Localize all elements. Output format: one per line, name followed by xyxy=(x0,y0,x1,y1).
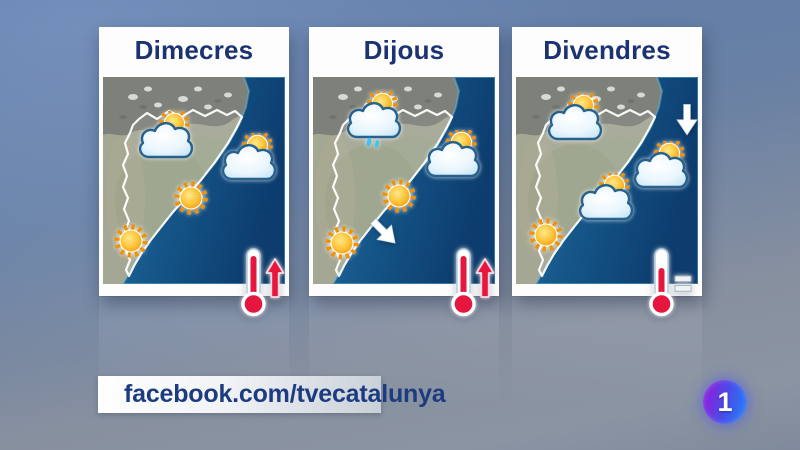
catalonia-map-graphic xyxy=(313,77,495,284)
day-label: Divendres xyxy=(543,34,671,65)
channel-logo-la1: 1 xyxy=(703,380,747,424)
day-header: Dimecres xyxy=(99,27,289,77)
day-header: Divendres xyxy=(512,27,702,77)
day-header: Dijous xyxy=(309,27,499,77)
channel-logo-text: 1 xyxy=(717,386,733,417)
day-label: Dimecres xyxy=(134,34,254,65)
facebook-url-text: facebook.com/tvecatalunya xyxy=(124,380,446,408)
catalonia-map-graphic xyxy=(516,77,698,284)
facebook-banner[interactable]: facebook.com/tvecatalunya xyxy=(98,376,446,413)
catalonia-map xyxy=(313,77,496,317)
catalonia-map xyxy=(516,77,698,317)
catalonia-map xyxy=(103,77,286,317)
forecast-panel-dijous: Dijous xyxy=(309,27,499,317)
panel-reflection xyxy=(512,297,702,407)
day-label: Dijous xyxy=(363,34,445,65)
forecast-panel-dimecres: Dimecres xyxy=(99,27,289,317)
forecast-panel-divendres: Divendres xyxy=(512,27,702,317)
catalonia-map-graphic xyxy=(103,77,285,284)
